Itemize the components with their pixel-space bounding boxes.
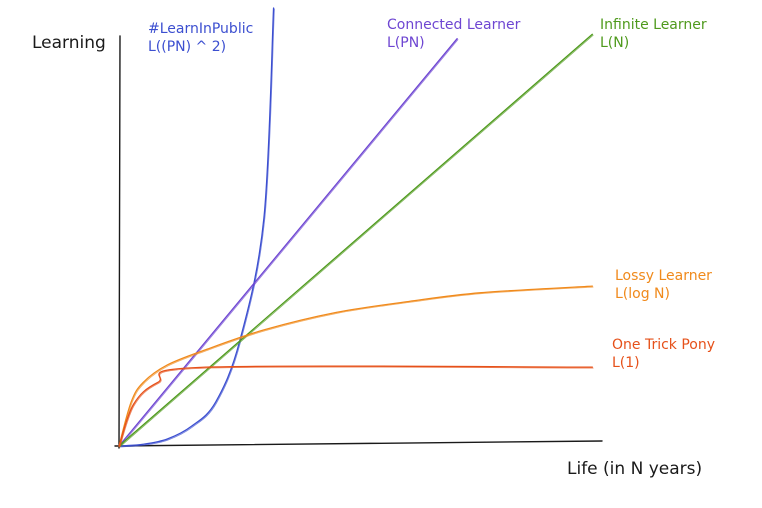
series-line-learn-in-public: [118, 7, 275, 447]
series-formula: L(PN): [387, 35, 425, 51]
series-line-shadow-learn-in-public: [119, 8, 275, 448]
x-axis-label: Life (in N years): [567, 459, 703, 479]
series-formula: L(N): [600, 35, 630, 51]
series-label-lossy-learner: Lossy Learner L(log N): [615, 267, 712, 303]
series-line-shadow-lossy-learner: [119, 286, 594, 448]
series-line-one-trick-pony: [118, 365, 593, 447]
series-name: Infinite Learner: [600, 17, 707, 33]
series-line-infinite-learner: [118, 33, 593, 447]
series-name: Connected Learner: [387, 17, 521, 33]
series-name: Lossy Learner: [615, 268, 712, 284]
series-line-connected-learner: [118, 38, 458, 447]
series-name: One Trick Pony: [612, 337, 716, 353]
series-line-shadow-one-trick-pony: [119, 366, 594, 448]
series-line-lossy-learner: [118, 285, 593, 447]
series-line-shadow-connected-learner: [119, 39, 459, 448]
series-label-connected-learner: Connected Learner L(PN): [387, 16, 520, 52]
series-formula: L(1): [612, 355, 640, 371]
series-formula: L(log N): [615, 286, 670, 302]
series-label-one-trick-pony: One Trick Pony L(1): [612, 336, 715, 372]
series-label-learn-in-public: #LearnInPublic L((PN) ^ 2): [148, 20, 253, 56]
y-axis-label: Learning: [32, 33, 106, 53]
series-line-shadow-infinite-learner: [119, 34, 594, 448]
series-name: #LearnInPublic: [148, 21, 254, 37]
x-axis-line: [114, 440, 603, 447]
series-formula: L((PN) ^ 2): [148, 39, 227, 55]
y-axis-line: [118, 35, 121, 449]
series-label-infinite-learner: Infinite Learner L(N): [600, 16, 707, 52]
